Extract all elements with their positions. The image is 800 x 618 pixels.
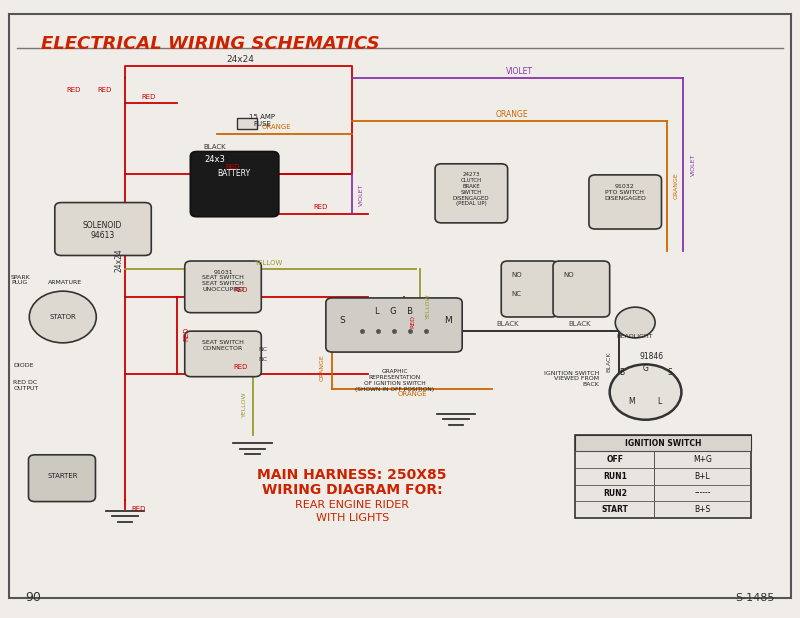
Text: ORANGE: ORANGE [674,172,678,200]
Text: VIOLET: VIOLET [358,184,363,206]
Text: RUN1: RUN1 [603,472,626,481]
Text: NC: NC [258,347,267,352]
FancyBboxPatch shape [589,175,662,229]
Text: BLACK: BLACK [568,321,590,327]
Text: 91846: 91846 [639,352,663,362]
FancyBboxPatch shape [29,455,95,502]
Text: 24x24: 24x24 [226,54,254,64]
Text: 24x24: 24x24 [115,248,124,272]
Text: RED: RED [234,287,248,294]
Text: MAIN HARNESS: 250X85: MAIN HARNESS: 250X85 [258,468,447,483]
Text: M+G: M+G [693,455,712,464]
Text: VIOLET: VIOLET [506,67,533,76]
FancyBboxPatch shape [185,331,262,377]
FancyBboxPatch shape [326,298,462,352]
Text: 24273
CLUTCH
BRAKE
SWITCH
DISENGAGED
(PEDAL UP): 24273 CLUTCH BRAKE SWITCH DISENGAGED (PE… [453,172,490,206]
Text: NC: NC [512,290,522,297]
Text: M: M [444,316,452,326]
Text: S: S [667,368,672,378]
Text: 24x3: 24x3 [205,155,226,164]
Text: B: B [619,368,624,378]
Text: VIOLET: VIOLET [691,153,696,176]
FancyBboxPatch shape [502,261,558,317]
Text: RED: RED [183,326,189,341]
Text: BATTERY: BATTERY [218,169,250,178]
Text: STARTER: STARTER [47,473,78,480]
Text: RED: RED [98,87,112,93]
Text: 91032
PTO SWITCH
DISENGAGED: 91032 PTO SWITCH DISENGAGED [604,184,646,201]
Text: START: START [602,506,628,514]
Circle shape [30,291,96,343]
Text: YELLOW: YELLOW [254,260,282,266]
Text: ORANGE: ORANGE [397,391,426,397]
FancyBboxPatch shape [55,203,151,255]
Text: HEADLIGHT: HEADLIGHT [617,334,654,339]
FancyBboxPatch shape [185,261,262,313]
Bar [575,435,750,518]
Circle shape [615,307,655,338]
Text: G: G [642,363,649,373]
FancyBboxPatch shape [435,164,508,223]
Text: NO: NO [563,272,574,278]
Text: REAR ENGINE RIDER: REAR ENGINE RIDER [295,500,409,510]
Text: RED: RED [131,506,146,512]
Text: L    G    B: L G B [375,307,414,316]
Text: ORANGE: ORANGE [319,354,324,381]
Text: IGNITION SWITCH
VIEWED FROM
BACK: IGNITION SWITCH VIEWED FROM BACK [544,371,599,387]
Text: NC: NC [258,357,267,362]
Text: YELLOW: YELLOW [426,293,431,319]
FancyBboxPatch shape [10,14,790,598]
Text: IGNITION SWITCH: IGNITION SWITCH [625,439,702,447]
Text: ELECTRICAL WIRING SCHEMATICS: ELECTRICAL WIRING SCHEMATICS [42,35,380,53]
Text: SEAT SWITCH
CONNECTOR: SEAT SWITCH CONNECTOR [202,340,244,350]
Text: S: S [340,316,346,326]
Text: OFF: OFF [606,455,623,464]
Bar [237,117,257,129]
Text: WIRING DIAGRAM FOR:: WIRING DIAGRAM FOR: [262,483,442,497]
Text: SOLENOID
94613: SOLENOID 94613 [83,221,122,240]
Text: BLACK: BLACK [204,144,226,150]
Text: ARMATURE: ARMATURE [48,280,82,285]
Text: B+L: B+L [694,472,710,481]
Text: DIODE: DIODE [14,363,34,368]
Text: RED DC
OUTPUT: RED DC OUTPUT [14,381,38,391]
Text: RED: RED [66,87,80,93]
Text: RED: RED [226,164,240,171]
Bar [575,435,750,451]
Text: RED: RED [313,205,327,210]
Text: YELLOW: YELLOW [242,392,247,417]
Text: M: M [628,397,634,407]
Text: 90: 90 [26,591,41,604]
Text: ORANGE: ORANGE [262,124,291,130]
Text: RUN2: RUN2 [603,488,626,497]
Text: RED: RED [234,364,248,370]
FancyBboxPatch shape [190,151,279,217]
Text: NO: NO [512,272,522,278]
Text: STATOR: STATOR [50,314,76,320]
Text: ORANGE: ORANGE [495,110,528,119]
Text: SPARK
PLUG: SPARK PLUG [11,274,30,286]
Text: L: L [657,397,662,407]
Text: BLACK: BLACK [496,321,519,327]
Circle shape [610,365,682,420]
Text: WITH LIGHTS: WITH LIGHTS [315,514,389,523]
Text: BLACK: BLACK [606,351,611,371]
Text: S-1485: S-1485 [735,593,774,603]
Text: ------: ------ [694,488,710,497]
Text: GRAPHIC
REPRESENTATION
OF IGNITION SWITCH
(SHOWN IN OFF POSITION): GRAPHIC REPRESENTATION OF IGNITION SWITC… [355,370,434,392]
FancyBboxPatch shape [553,261,610,317]
Text: RED: RED [410,315,415,328]
Text: 91031
SEAT SWITCH
SEAT SWITCH
UNOCCUPIED: 91031 SEAT SWITCH SEAT SWITCH UNOCCUPIED [202,269,244,292]
Text: RED: RED [142,93,156,99]
Text: 15 AMP
FUSE: 15 AMP FUSE [249,114,275,127]
Text: B+S: B+S [694,506,710,514]
